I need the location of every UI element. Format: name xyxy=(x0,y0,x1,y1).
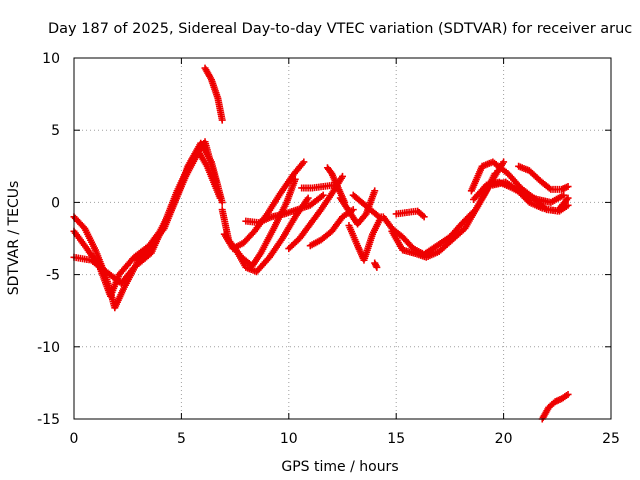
x-tick-label: 25 xyxy=(602,431,620,447)
data-point xyxy=(564,390,572,398)
data-points xyxy=(70,64,572,423)
series-track-w xyxy=(515,162,572,193)
data-point xyxy=(339,172,346,180)
data-point xyxy=(300,158,308,166)
data-point xyxy=(564,194,572,202)
data-point xyxy=(371,187,379,195)
series-track-r xyxy=(388,158,508,261)
series-track-g xyxy=(231,194,312,276)
data-point xyxy=(420,213,428,221)
series-track-b xyxy=(70,148,224,300)
data-point xyxy=(374,212,382,220)
data-point xyxy=(218,116,226,124)
data-point xyxy=(500,158,508,166)
x-tick-label: 0 xyxy=(70,431,79,447)
x-tick-label: 10 xyxy=(280,431,298,447)
y-tick-label: -15 xyxy=(37,412,60,428)
y-tick-label: 10 xyxy=(42,51,60,67)
series-track-x xyxy=(538,390,572,423)
x-tick-label: 5 xyxy=(177,431,186,447)
series-track-s xyxy=(392,207,428,221)
series-track-p xyxy=(371,259,381,271)
data-point xyxy=(304,194,312,202)
data-point xyxy=(216,194,224,202)
series-track-h xyxy=(242,191,327,227)
chart-title: Day 187 of 2025, Sidereal Day-to-day VTE… xyxy=(48,21,632,37)
x-tick-label: 20 xyxy=(495,431,513,447)
series-track-v xyxy=(489,178,572,215)
series-track-c xyxy=(70,138,220,287)
data-point xyxy=(564,183,572,191)
y-tick-label: 5 xyxy=(51,123,60,139)
plot-frame xyxy=(73,57,612,420)
data-point xyxy=(212,177,220,185)
y-tick-label: -5 xyxy=(46,268,60,284)
axis-ticks: 0 5 10 15 20 25 -15 -10 -5 0 5 10 xyxy=(37,51,620,447)
series-track-d xyxy=(201,64,226,124)
data-point xyxy=(560,191,568,199)
x-axis-label: GPS time / hours xyxy=(281,459,398,475)
data-point xyxy=(373,263,381,271)
series-track-n xyxy=(345,213,385,264)
x-tick-label: 15 xyxy=(387,431,405,447)
data-point xyxy=(218,198,226,206)
series-track-a xyxy=(70,139,226,312)
data-point xyxy=(319,191,327,199)
series-track-f xyxy=(220,158,308,253)
series-track-o xyxy=(349,191,383,221)
y-axis-label: SDTVAR / TECUs xyxy=(6,181,22,296)
y-tick-label: 0 xyxy=(51,195,60,211)
series-track-j xyxy=(298,181,338,192)
y-tick-label: -10 xyxy=(37,340,60,356)
